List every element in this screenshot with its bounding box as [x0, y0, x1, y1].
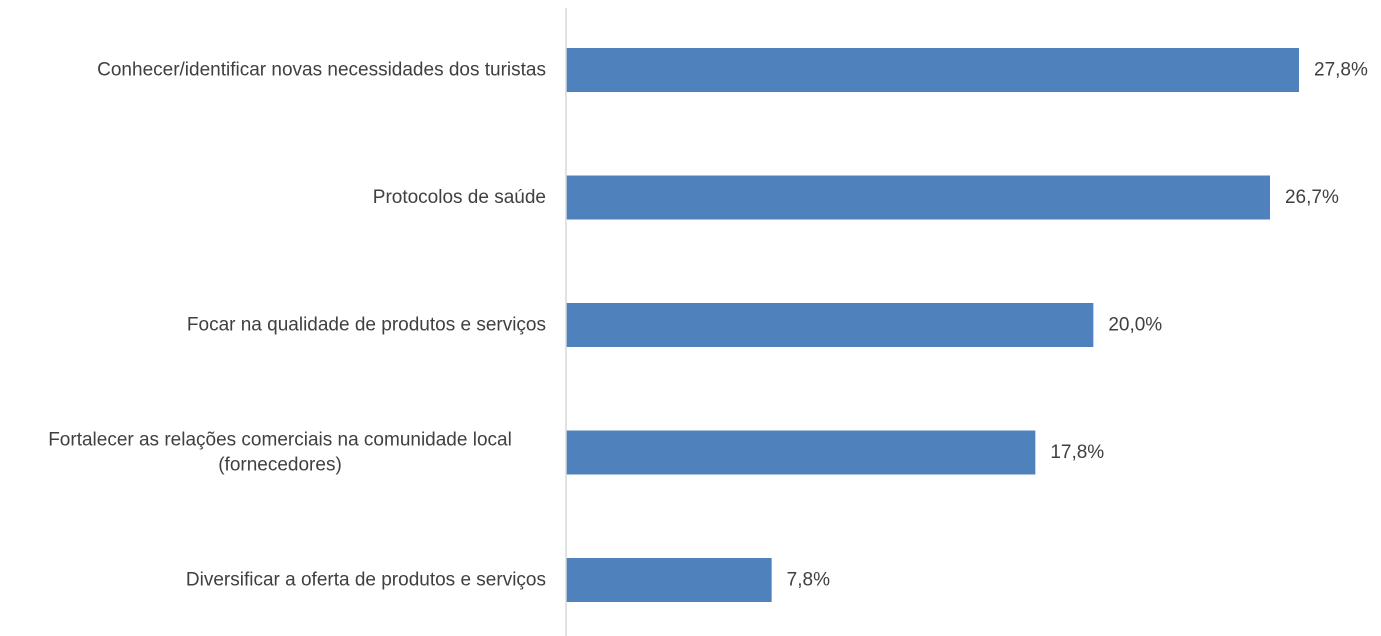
- data-label-5: 7,8%: [787, 570, 830, 591]
- category-label-4-line-2: (fornecedores): [218, 455, 342, 476]
- data-label-2: 26,7%: [1285, 187, 1339, 208]
- category-label-5: Diversificar a oferta de produtos e serv…: [186, 570, 546, 591]
- category-label-3: Focar na qualidade de produtos e serviço…: [187, 315, 546, 336]
- category-label-1: Conhecer/identificar novas necessidades …: [97, 60, 546, 81]
- data-labels: 27,8% 26,7% 20,0% 17,8% 7,8%: [787, 60, 1368, 591]
- bar-5: [566, 558, 772, 602]
- bars-layer: [566, 48, 1299, 602]
- data-label-1: 27,8%: [1314, 60, 1368, 81]
- bar-4: [566, 430, 1036, 475]
- category-labels: Conhecer/identificar novas necessidades …: [48, 60, 546, 591]
- category-label-2: Protocolos de saúde: [373, 187, 546, 208]
- bar-3: [566, 303, 1094, 347]
- bar-1: [566, 48, 1299, 92]
- data-label-3: 20,0%: [1108, 315, 1162, 336]
- category-label-4-line-1: Fortalecer as relações comerciais na com…: [48, 430, 512, 451]
- bar-2: [566, 175, 1270, 220]
- data-label-4: 17,8%: [1050, 442, 1104, 463]
